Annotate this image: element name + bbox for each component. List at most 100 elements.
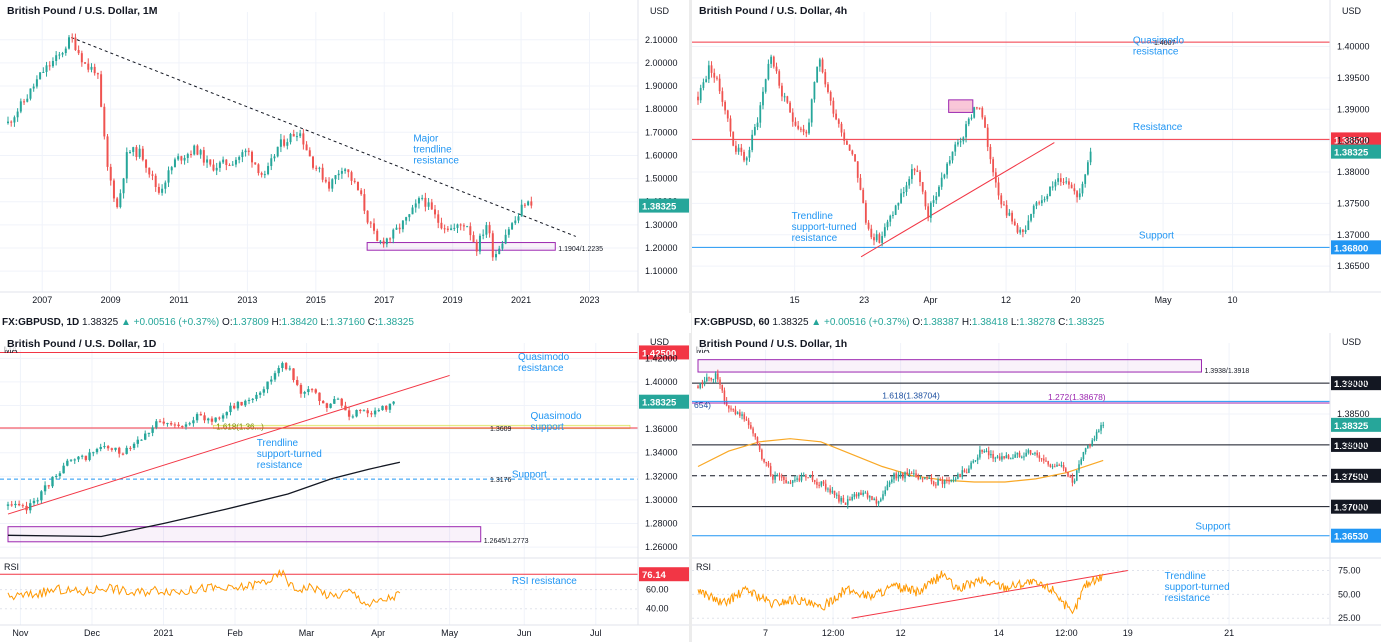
time-axis-tick: May bbox=[441, 628, 459, 638]
candle-body bbox=[975, 107, 978, 109]
candle-body bbox=[527, 201, 530, 206]
candle-body bbox=[712, 378, 715, 380]
time-axis-tick: 12:00 bbox=[822, 628, 845, 638]
candle-body bbox=[1023, 456, 1025, 458]
candle-body bbox=[948, 160, 951, 164]
candle-body bbox=[1003, 204, 1005, 206]
daily-chart-svg[interactable]: 1.2645/1.2773 1.618(1.36...) 1.42500 Quasim… bbox=[0, 333, 689, 642]
candle-body bbox=[373, 410, 377, 415]
h1-chart-svg[interactable]: 1.3938/1.3918 1.39000 1.38000 1.37500 1.3700… bbox=[692, 333, 1381, 642]
candle-body bbox=[729, 118, 732, 132]
chart-annotation: Trendline bbox=[1165, 571, 1207, 582]
price-axis-unit: USD bbox=[650, 337, 670, 347]
candle-body bbox=[866, 492, 869, 498]
candle-body bbox=[411, 207, 414, 215]
candle-body bbox=[491, 233, 494, 258]
candle-body bbox=[366, 210, 369, 223]
time-axis-tick: 2017 bbox=[374, 295, 394, 305]
candle-body bbox=[14, 503, 17, 506]
close-ohlc-value: 1.38325 bbox=[377, 317, 414, 328]
candle-body bbox=[877, 501, 880, 504]
candle-body bbox=[998, 456, 1001, 460]
candle-body bbox=[147, 432, 151, 434]
time-axis-tick: 2007 bbox=[32, 295, 52, 305]
price-axis-tick: 1.40000 bbox=[645, 377, 678, 387]
candle-body bbox=[1054, 181, 1057, 187]
h4-chart-svg[interactable]: 1.4007Quasimodoresistance1.38520Resistan… bbox=[692, 0, 1381, 313]
chart-panel-4h[interactable]: British Pound / U.S. Dollar, 4h 1.4007 Qu… bbox=[692, 0, 1381, 313]
candle-body bbox=[772, 475, 774, 480]
price-axis-tick: 1.30000 bbox=[645, 495, 678, 505]
candle-body bbox=[318, 167, 321, 169]
candle-body bbox=[1022, 229, 1024, 232]
candle-body bbox=[247, 399, 251, 401]
candle-body bbox=[835, 113, 837, 120]
candle-body bbox=[859, 177, 862, 190]
candle-body bbox=[932, 200, 935, 203]
candle-body bbox=[77, 456, 80, 460]
candle-body bbox=[277, 367, 280, 374]
candle-body bbox=[1098, 430, 1100, 432]
candle-body bbox=[254, 162, 257, 165]
zone-label: 1.2645/1.2773 bbox=[484, 538, 529, 545]
candle-body bbox=[719, 379, 721, 385]
time-axis-tick: May bbox=[1155, 295, 1173, 305]
candle-body bbox=[848, 144, 851, 151]
candle-body bbox=[103, 446, 106, 448]
candle-body bbox=[699, 87, 702, 101]
candle-body bbox=[716, 77, 718, 79]
candle-body bbox=[730, 408, 732, 410]
candle-body bbox=[913, 473, 915, 475]
candle-body bbox=[331, 179, 334, 189]
candle-body bbox=[262, 389, 266, 393]
time-axis-tick: 2013 bbox=[237, 295, 257, 305]
chart-panel-daily[interactable]: British Pound / U.S. Dollar, 1D 1.2645/1… bbox=[0, 333, 689, 642]
price-axis-tick: 1.37500 bbox=[1337, 198, 1370, 208]
current-price-tag-label: 1.38325 bbox=[1334, 421, 1369, 432]
candle-body bbox=[734, 409, 737, 415]
candle-body bbox=[1064, 468, 1067, 472]
candle-body bbox=[906, 472, 909, 474]
price-axis-tick: 1.39000 bbox=[1337, 104, 1370, 114]
price-axis-tick: 2.00000 bbox=[645, 58, 678, 68]
candle-body bbox=[701, 383, 704, 385]
chart-panel-1h[interactable]: British Pound / U.S. Dollar, 1h 1.3938/1… bbox=[692, 333, 1381, 642]
candle-body bbox=[119, 193, 122, 208]
candle-body bbox=[994, 457, 997, 459]
candle-body bbox=[164, 182, 167, 189]
candle-body bbox=[818, 484, 820, 486]
candle-body bbox=[369, 222, 372, 224]
candle-body bbox=[421, 197, 424, 199]
candle-body bbox=[990, 454, 992, 456]
candle-body bbox=[821, 59, 824, 73]
candle-body bbox=[19, 101, 22, 112]
candle-body bbox=[279, 139, 282, 147]
candle-body bbox=[873, 237, 875, 241]
candle-body bbox=[48, 65, 51, 67]
candle-body bbox=[778, 475, 781, 477]
candle-body bbox=[739, 412, 741, 416]
candle-body bbox=[136, 439, 139, 444]
candle-body bbox=[154, 175, 157, 187]
candle-body bbox=[232, 405, 236, 409]
candle-body bbox=[324, 179, 327, 182]
candle-body bbox=[894, 205, 897, 215]
chart-panel-monthly[interactable]: British Pound / U.S. Dollar, 1M 1.1904/1… bbox=[0, 0, 689, 313]
candle-body bbox=[888, 482, 891, 485]
candle-body bbox=[805, 475, 807, 478]
candle-body bbox=[1086, 162, 1089, 175]
moving-average-line bbox=[7, 461, 401, 538]
candle-body bbox=[93, 66, 96, 74]
candle-body bbox=[1065, 181, 1068, 183]
candle-body bbox=[721, 91, 724, 102]
candle-body bbox=[769, 466, 772, 476]
candle-body bbox=[703, 380, 706, 385]
candle-body bbox=[1027, 220, 1030, 231]
candle-body bbox=[902, 192, 905, 194]
candle-body bbox=[759, 105, 762, 123]
price-axis-tick: 1.37500 bbox=[1337, 471, 1370, 481]
candle-body bbox=[908, 472, 911, 474]
candle-body bbox=[1040, 458, 1043, 460]
price-axis-tag-label: 1.37500 bbox=[1334, 472, 1368, 483]
